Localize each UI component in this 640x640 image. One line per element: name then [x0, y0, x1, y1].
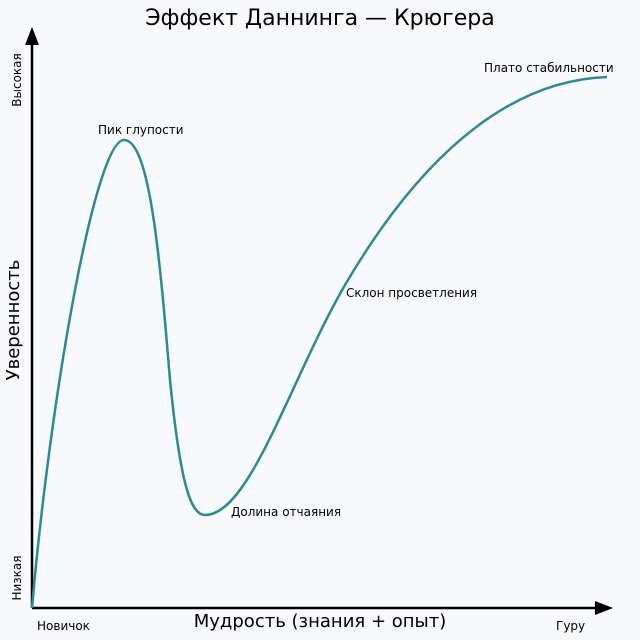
y-axis-label: Уверенность [3, 260, 24, 381]
x-high-label: Гуру [556, 619, 585, 633]
annotation: Склон просветления [346, 286, 477, 300]
x-low-label: Новичок [37, 619, 90, 633]
x-arrow [595, 601, 613, 615]
y-arrow [25, 27, 39, 45]
curve [30, 75, 608, 609]
annotation: Долина отчаяния [231, 505, 341, 519]
y-high-label: Высокая [10, 53, 24, 106]
x-axis-label: Мудрость (знания + опыт) [194, 611, 447, 632]
annotation: Плато стабильности [484, 61, 614, 75]
y-low-label: Низкая [10, 555, 24, 600]
annotation: Пик глупости [98, 123, 184, 137]
title: Эффект Даннинга — Крюгера [145, 6, 494, 31]
